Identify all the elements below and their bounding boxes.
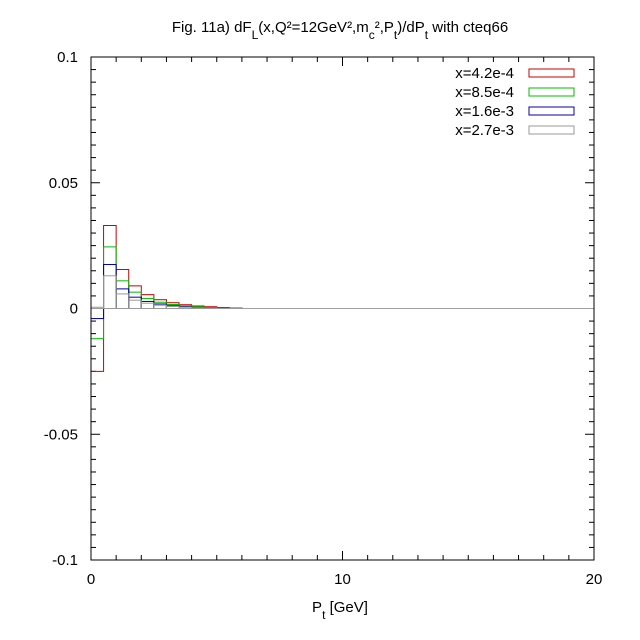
histogram-bar <box>90 306 105 309</box>
histogram-bar <box>90 308 105 340</box>
legend-label: x=4.2e-4 <box>455 65 514 82</box>
histogram-bar <box>128 296 142 309</box>
legend: x=4.2e-4 x=8.5e-4 x=1.6e-3 x=2.7e-3 <box>455 65 575 139</box>
histogram-bar <box>115 293 130 309</box>
legend-label: x=2.7e-3 <box>455 122 514 139</box>
histogram-bar <box>153 303 167 309</box>
y-tick-label: 0.1 <box>57 49 78 66</box>
histogram-bar <box>153 304 167 309</box>
legend-swatch <box>528 125 575 135</box>
histogram-bar <box>165 305 180 310</box>
y-tick-label: 0 <box>70 301 78 318</box>
histogram-bar <box>115 288 130 309</box>
y-tick-label: -0.1 <box>52 552 78 569</box>
histogram-bar <box>115 280 130 309</box>
histogram-bar <box>178 306 193 309</box>
histogram-bar <box>103 275 117 309</box>
x-tick-label: 20 <box>586 571 603 588</box>
x-tick-label: 10 <box>334 571 351 588</box>
histogram-bar <box>103 225 117 310</box>
histogram-bar <box>90 308 105 320</box>
legend-label: x=8.5e-4 <box>455 84 514 101</box>
x-tick-label: 0 <box>87 571 95 588</box>
histogram-bar <box>103 263 117 309</box>
tick-labels: 0 10 20 0.1 0.05 0 -0.05 -0.1 <box>44 49 603 588</box>
y-tick-label: -0.05 <box>44 426 78 443</box>
histogram-bars <box>90 225 243 372</box>
legend-swatch <box>528 68 575 78</box>
legend-swatch <box>528 106 575 116</box>
histogram-bar <box>140 302 155 310</box>
legend-label: x=1.6e-3 <box>455 103 514 120</box>
histogram-bar <box>191 307 205 310</box>
histogram-bar <box>140 300 155 310</box>
histogram-bar <box>103 246 117 310</box>
histogram-bar <box>90 308 105 372</box>
y-tick-label: 0.05 <box>49 175 78 192</box>
histogram-bar <box>128 299 142 309</box>
chart-title: Fig. 11a) dFL(x,Q²=12GeV²,mc²,Pt)/dPt wi… <box>172 19 508 42</box>
x-axis-label: Pt [GeV] <box>312 599 368 622</box>
plot-frame <box>90 56 595 561</box>
legend-swatch <box>528 87 575 97</box>
